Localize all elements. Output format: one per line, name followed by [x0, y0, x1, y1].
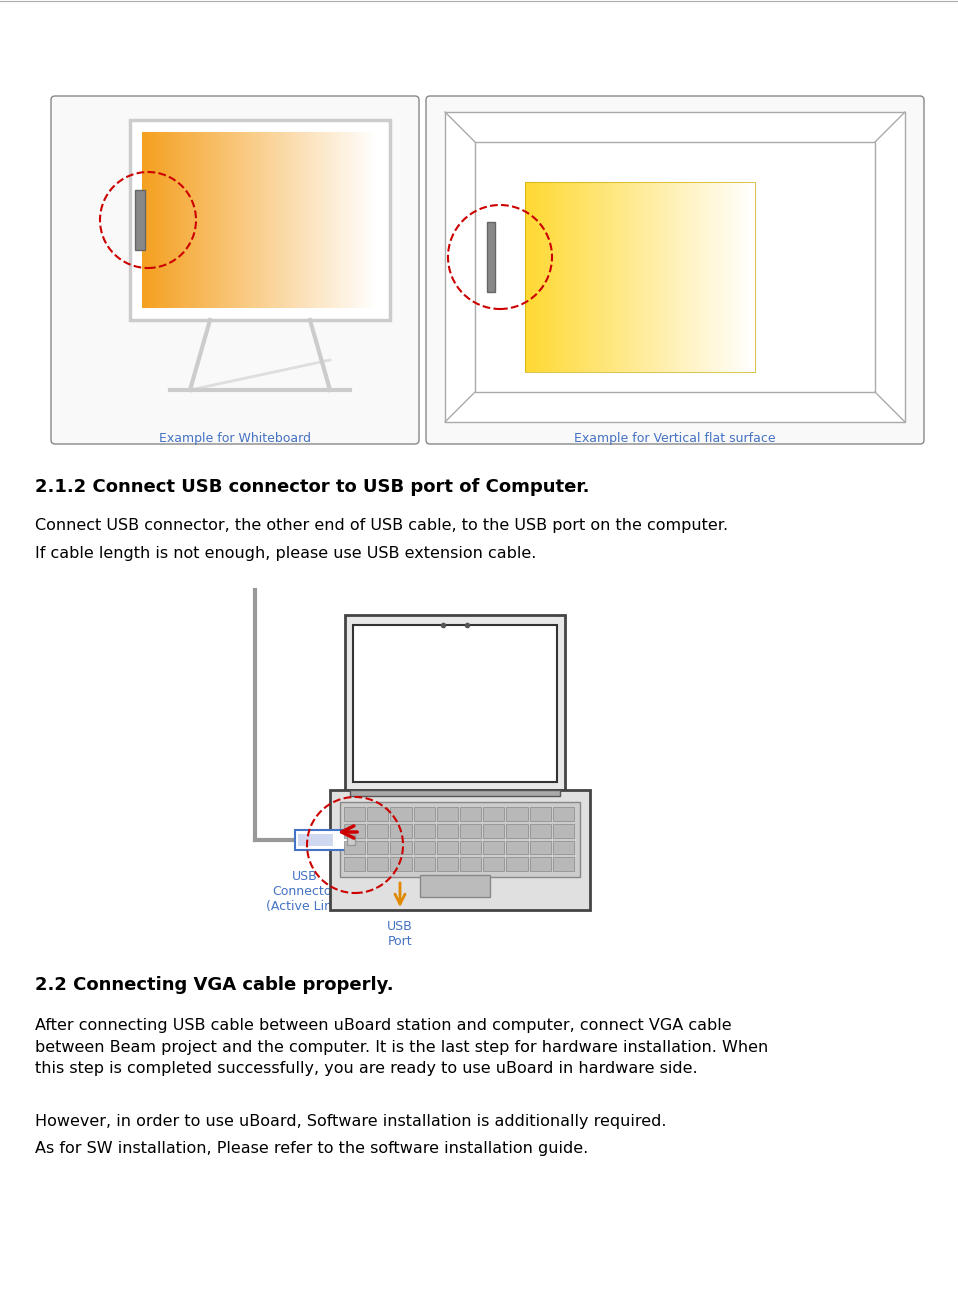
Bar: [340, 802, 580, 877]
Bar: [460, 824, 481, 837]
Bar: [344, 841, 365, 854]
Bar: [507, 857, 528, 871]
Bar: [135, 191, 145, 250]
Bar: [391, 841, 412, 854]
Bar: [445, 111, 905, 422]
Bar: [553, 824, 574, 837]
Bar: [345, 616, 565, 791]
Text: Example for Vertical flat surface: Example for Vertical flat surface: [574, 432, 776, 445]
Bar: [295, 829, 350, 850]
Bar: [420, 875, 490, 897]
Bar: [414, 807, 435, 820]
Bar: [483, 807, 505, 820]
Bar: [437, 857, 458, 871]
Bar: [525, 181, 755, 372]
Bar: [460, 841, 481, 854]
FancyBboxPatch shape: [426, 96, 924, 445]
Bar: [437, 824, 458, 837]
Bar: [367, 807, 388, 820]
Text: Connect USB connector, the other end of USB cable, to the USB port on the comput: Connect USB connector, the other end of …: [35, 518, 728, 533]
Text: USB
Connector
(Active Link): USB Connector (Active Link): [266, 870, 344, 912]
FancyBboxPatch shape: [130, 121, 390, 320]
Bar: [483, 857, 505, 871]
Bar: [553, 841, 574, 854]
Bar: [367, 824, 388, 837]
Bar: [347, 835, 355, 845]
Bar: [414, 841, 435, 854]
Text: 2.2 Connecting VGA cable properly.: 2.2 Connecting VGA cable properly.: [35, 976, 394, 994]
Bar: [507, 841, 528, 854]
Bar: [483, 841, 505, 854]
Bar: [483, 824, 505, 837]
Bar: [487, 222, 495, 292]
Bar: [350, 791, 560, 796]
Text: USB
Port: USB Port: [387, 920, 413, 947]
Text: Example for Whiteboard: Example for Whiteboard: [159, 432, 311, 445]
Text: As for SW installation, Please refer to the software installation guide.: As for SW installation, Please refer to …: [35, 1140, 588, 1156]
Bar: [353, 625, 557, 781]
Bar: [530, 824, 551, 837]
Bar: [298, 835, 333, 846]
Bar: [414, 857, 435, 871]
Bar: [391, 807, 412, 820]
Bar: [507, 807, 528, 820]
Bar: [530, 841, 551, 854]
Bar: [367, 841, 388, 854]
Bar: [344, 824, 365, 837]
Bar: [391, 857, 412, 871]
Bar: [507, 824, 528, 837]
Bar: [414, 824, 435, 837]
Bar: [437, 841, 458, 854]
Text: After connecting USB cable between uBoard station and computer, connect VGA cabl: After connecting USB cable between uBoar…: [35, 1017, 768, 1076]
Bar: [330, 791, 590, 910]
Bar: [530, 807, 551, 820]
Bar: [367, 857, 388, 871]
FancyBboxPatch shape: [51, 96, 419, 445]
Bar: [344, 807, 365, 820]
Bar: [553, 807, 574, 820]
Bar: [344, 857, 365, 871]
Text: 2.1.2 Connect USB connector to USB port of Computer.: 2.1.2 Connect USB connector to USB port …: [35, 478, 589, 496]
Text: If cable length is not enough, please use USB extension cable.: If cable length is not enough, please us…: [35, 546, 536, 561]
Bar: [530, 857, 551, 871]
Bar: [553, 857, 574, 871]
Bar: [475, 143, 875, 391]
Text: However, in order to use uBoard, Software installation is additionally required.: However, in order to use uBoard, Softwar…: [35, 1115, 667, 1129]
Bar: [460, 807, 481, 820]
Bar: [437, 807, 458, 820]
Bar: [460, 857, 481, 871]
Bar: [391, 824, 412, 837]
